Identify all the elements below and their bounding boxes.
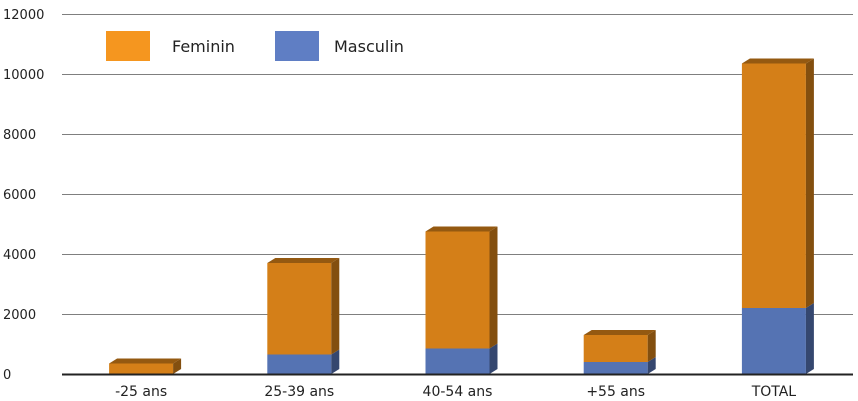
y-tick-label-12000: 12000	[3, 8, 44, 23]
bar-group-3	[583, 330, 656, 374]
gridlines	[62, 14, 853, 315]
bars	[109, 58, 814, 374]
bar-top-2	[425, 226, 498, 232]
legend-item-feminin: Feminin	[106, 31, 235, 61]
x-tick-label-0: -25 ans	[115, 384, 167, 400]
bar-feminin-4	[741, 58, 814, 308]
bar-masculin-2	[425, 343, 498, 374]
bar-masculin-1	[267, 349, 340, 374]
legend: Feminin Masculin	[106, 31, 404, 61]
bar-feminin-0	[109, 358, 182, 374]
bar-front-masculin-1	[267, 354, 332, 374]
bar-side-feminin-3	[647, 330, 656, 362]
bar-masculin-4	[741, 303, 814, 374]
bar-front-feminin-0	[109, 363, 174, 374]
bar-side-masculin-4	[805, 303, 814, 374]
x-tick-label-1: 25-39 ans	[264, 384, 334, 400]
y-tick-label-4000: 4000	[3, 248, 36, 263]
bar-front-feminin-4	[741, 63, 806, 308]
bar-side-feminin-1	[331, 258, 340, 355]
bar-top-1	[267, 258, 340, 263]
bar-front-masculin-4	[741, 308, 806, 374]
bar-group-0	[109, 358, 182, 374]
bar-masculin-3	[583, 357, 656, 374]
legend-swatch-masculin	[275, 31, 319, 61]
bar-side-feminin-0	[173, 358, 182, 374]
bar-side-masculin-3	[647, 357, 656, 374]
y-tick-label-2000: 2000	[3, 308, 36, 323]
legend-label-masculin: Masculin	[334, 37, 404, 56]
y-tick-label-0: 0	[3, 368, 11, 383]
x-tick-label-3: +55 ans	[586, 384, 645, 400]
bar-side-feminin-4	[805, 58, 814, 308]
bar-front-masculin-3	[583, 362, 648, 374]
x-axis-labels: -25 ans 25-39 ans 40-54 ans +55 ans TOTAL	[115, 384, 796, 400]
y-tick-label-10000: 10000	[3, 68, 44, 83]
bar-side-masculin-1	[331, 349, 340, 374]
bar-top-0	[109, 358, 182, 364]
bar-front-feminin-3	[583, 335, 648, 362]
bar-side-feminin-2	[489, 226, 498, 349]
bar-side-masculin-2	[489, 343, 498, 374]
bar-front-masculin-2	[425, 348, 490, 374]
legend-item-masculin: Masculin	[275, 31, 404, 61]
bar-feminin-3	[583, 330, 656, 362]
y-tick-label-6000: 6000	[3, 188, 36, 203]
x-tick-label-4: TOTAL	[751, 384, 797, 400]
bar-feminin-1	[267, 258, 340, 355]
bar-front-feminin-1	[267, 263, 332, 355]
y-tick-label-8000: 8000	[3, 128, 36, 143]
legend-swatch-feminin	[106, 31, 150, 61]
bar-top-4	[741, 58, 814, 64]
legend-label-feminin: Feminin	[172, 37, 235, 56]
bar-front-feminin-2	[425, 231, 490, 349]
bar-top-3	[583, 330, 656, 335]
bar-group-2	[425, 226, 498, 374]
y-axis-ticks: 0 2000 4000 6000 8000 10000 12000	[3, 8, 44, 383]
bar-group-4	[741, 58, 814, 374]
bar-group-1	[267, 258, 340, 374]
bar-feminin-2	[425, 226, 498, 349]
x-tick-label-2: 40-54 ans	[423, 384, 493, 400]
